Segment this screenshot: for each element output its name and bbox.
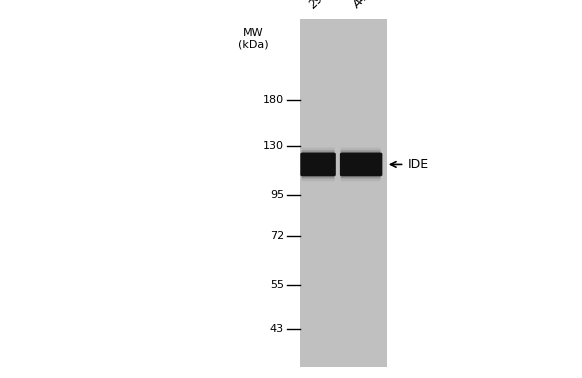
Text: 293T: 293T [307, 0, 337, 11]
Text: 43: 43 [270, 324, 284, 334]
Text: IDE: IDE [407, 158, 428, 171]
FancyBboxPatch shape [301, 148, 335, 181]
Text: 180: 180 [263, 95, 284, 105]
Text: A431: A431 [350, 0, 381, 11]
Bar [300, 19, 387, 367]
Text: 72: 72 [270, 231, 284, 241]
FancyBboxPatch shape [301, 150, 335, 179]
Text: 130: 130 [263, 141, 284, 150]
FancyBboxPatch shape [300, 152, 336, 176]
FancyBboxPatch shape [340, 150, 381, 179]
Text: MW
(kDa): MW (kDa) [238, 28, 268, 50]
Text: 55: 55 [270, 280, 284, 290]
Text: 95: 95 [270, 190, 284, 200]
FancyBboxPatch shape [340, 148, 381, 181]
FancyBboxPatch shape [340, 152, 382, 176]
